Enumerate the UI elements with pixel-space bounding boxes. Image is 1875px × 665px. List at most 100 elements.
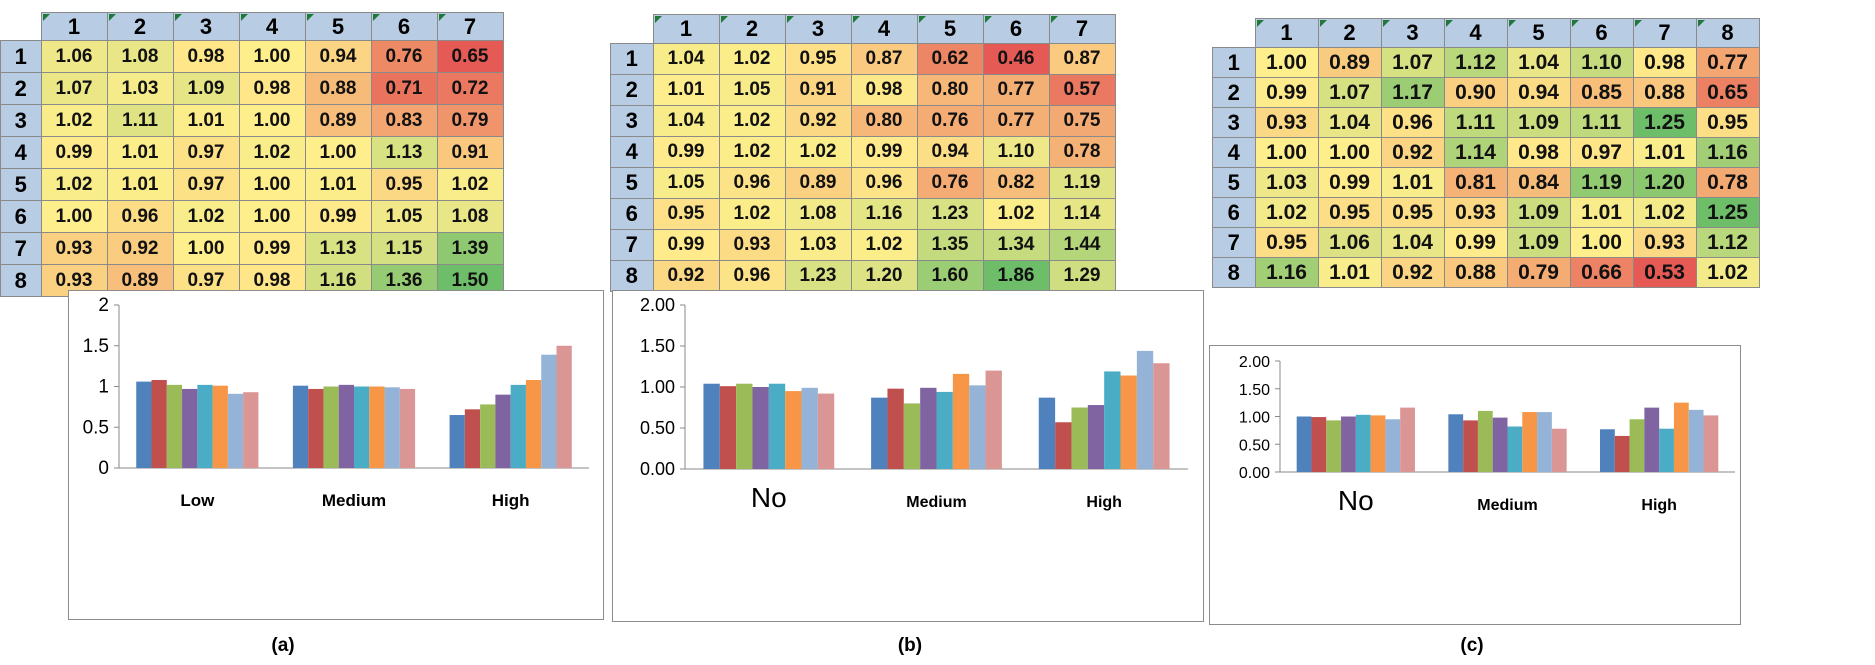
heatmap-cell[interactable]: 0.90 — [1443, 77, 1508, 108]
heatmap-cell[interactable]: 1.06 — [40, 40, 108, 73]
heatmap-cell[interactable]: 0.96 — [850, 167, 918, 199]
column-header-c-5[interactable]: 5 — [1506, 18, 1571, 48]
column-header-b-5[interactable]: 5 — [916, 14, 984, 44]
bar-c-high-5[interactable] — [1659, 428, 1674, 472]
heatmap-cell[interactable]: 1.00 — [238, 168, 306, 201]
bar-a-low-2[interactable] — [151, 379, 167, 468]
row-header-c-5[interactable]: 5 — [1212, 167, 1256, 198]
bar-c-medium-1[interactable] — [1448, 414, 1464, 472]
bar-c-medium-4[interactable] — [1492, 417, 1508, 472]
heatmap-cell[interactable]: 0.95 — [1317, 197, 1382, 228]
heatmap-cell[interactable]: 1.08 — [784, 198, 852, 230]
column-header-c-4[interactable]: 4 — [1443, 18, 1508, 48]
heatmap-cell[interactable]: 0.98 — [238, 72, 306, 105]
column-header-a-2[interactable]: 2 — [106, 12, 174, 41]
heatmap-cell[interactable]: 0.65 — [1695, 77, 1760, 108]
heatmap-cell[interactable]: 1.35 — [916, 229, 984, 261]
heatmap-cell[interactable]: 1.00 — [40, 200, 108, 233]
heatmap-cell[interactable]: 1.07 — [40, 72, 108, 105]
heatmap-cell[interactable]: 1.09 — [1506, 107, 1571, 138]
heatmap-cell[interactable]: 0.95 — [370, 168, 438, 201]
heatmap-cell[interactable]: 1.00 — [1569, 227, 1634, 258]
bar-c-no-5[interactable] — [1355, 414, 1371, 472]
bar-a-low-1[interactable] — [136, 381, 152, 468]
heatmap-cell[interactable]: 0.94 — [1506, 77, 1571, 108]
heatmap-cell[interactable]: 0.91 — [436, 136, 504, 169]
column-header-a-6[interactable]: 6 — [370, 12, 438, 41]
row-header-b-3[interactable]: 3 — [610, 105, 654, 137]
row-header-c-2[interactable]: 2 — [1212, 77, 1256, 108]
bar-c-no-6[interactable] — [1370, 415, 1386, 472]
bar-a-low-7[interactable] — [227, 393, 244, 468]
heatmap-cell[interactable]: 1.44 — [1048, 229, 1116, 261]
row-header-b-1[interactable]: 1 — [610, 43, 654, 75]
column-header-a-4[interactable]: 4 — [238, 12, 306, 41]
bar-a-low-3[interactable] — [166, 384, 183, 468]
heatmap-cell[interactable]: 0.57 — [1048, 74, 1116, 106]
column-header-b-7[interactable]: 7 — [1048, 14, 1116, 44]
bar-b-no-4[interactable] — [752, 387, 769, 469]
heatmap-cell[interactable]: 1.14 — [1443, 137, 1508, 168]
heatmap-cell[interactable]: 1.02 — [40, 168, 108, 201]
heatmap-cell[interactable]: 1.00 — [1254, 47, 1319, 78]
heatmap-cell[interactable]: 1.16 — [850, 198, 918, 230]
bar-a-medium-3[interactable] — [323, 386, 339, 469]
heatmap-cell[interactable]: 0.93 — [718, 229, 786, 261]
bar-b-medium-4[interactable] — [920, 387, 937, 469]
heatmap-cell[interactable]: 0.99 — [304, 200, 372, 233]
bar-c-high-2[interactable] — [1614, 435, 1630, 472]
bar-c-no-7[interactable] — [1385, 419, 1401, 472]
heatmap-cell[interactable]: 0.99 — [1317, 167, 1382, 198]
bar-b-medium-1[interactable] — [871, 397, 888, 469]
row-header-b-4[interactable]: 4 — [610, 136, 654, 168]
heatmap-cell[interactable]: 1.19 — [1048, 167, 1116, 199]
bar-b-no-5[interactable] — [768, 383, 786, 469]
heatmap-cell[interactable]: 0.79 — [1506, 257, 1571, 288]
row-header-a-3[interactable]: 3 — [0, 104, 42, 137]
bar-a-low-5[interactable] — [197, 384, 213, 468]
heatmap-cell[interactable]: 1.00 — [1254, 137, 1319, 168]
heatmap-cell[interactable]: 0.82 — [982, 167, 1050, 199]
heatmap-cell[interactable]: 0.84 — [1506, 167, 1571, 198]
heatmap-cell[interactable]: 1.00 — [238, 104, 306, 137]
heatmap-cell[interactable]: 1.02 — [784, 136, 852, 168]
bar-c-no-4[interactable] — [1341, 416, 1356, 473]
bar-a-low-8[interactable] — [243, 392, 259, 468]
heatmap-cell[interactable]: 0.93 — [1443, 197, 1508, 228]
heatmap-cell[interactable]: 1.01 — [106, 136, 174, 169]
heatmap-cell[interactable]: 1.39 — [436, 232, 504, 265]
heatmap-cell[interactable]: 1.10 — [982, 136, 1050, 168]
heatmap-cell[interactable]: 1.02 — [436, 168, 504, 201]
heatmap-cell[interactable]: 1.11 — [1569, 107, 1634, 138]
heatmap-cell[interactable]: 1.09 — [1506, 197, 1571, 228]
heatmap-cell[interactable]: 0.66 — [1569, 257, 1634, 288]
heatmap-cell[interactable]: 0.99 — [652, 229, 720, 261]
heatmap-cell[interactable]: 0.99 — [238, 232, 306, 265]
heatmap-cell[interactable]: 1.02 — [40, 104, 108, 137]
heatmap-cell[interactable]: 0.80 — [850, 105, 918, 137]
heatmap-cell[interactable]: 0.77 — [982, 74, 1050, 106]
heatmap-cell[interactable]: 0.99 — [652, 136, 720, 168]
bar-c-medium-3[interactable] — [1477, 410, 1493, 472]
heatmap-cell[interactable]: 1.29 — [1048, 260, 1116, 292]
bar-a-high-7[interactable] — [541, 354, 557, 468]
heatmap-cell[interactable]: 1.11 — [1443, 107, 1508, 138]
heatmap-cell[interactable]: 1.01 — [304, 168, 372, 201]
bar-c-high-4[interactable] — [1644, 407, 1660, 472]
heatmap-cell[interactable]: 0.95 — [1695, 107, 1760, 138]
bar-c-high-8[interactable] — [1703, 415, 1719, 472]
row-header-b-7[interactable]: 7 — [610, 229, 654, 261]
heatmap-cell[interactable]: 0.99 — [1443, 227, 1508, 258]
row-header-c-1[interactable]: 1 — [1212, 47, 1256, 78]
heatmap-cell[interactable]: 0.96 — [718, 167, 786, 199]
heatmap-cell[interactable]: 1.05 — [718, 74, 786, 106]
heatmap-cell[interactable]: 0.71 — [370, 72, 438, 105]
heatmap-cell[interactable]: 1.11 — [106, 104, 174, 137]
row-header-b-8[interactable]: 8 — [610, 260, 654, 292]
column-header-b-4[interactable]: 4 — [850, 14, 918, 44]
heatmap-cell[interactable]: 1.01 — [1380, 167, 1445, 198]
bar-b-medium-8[interactable] — [985, 370, 1002, 469]
heatmap-cell[interactable]: 0.80 — [916, 74, 984, 106]
bar-c-high-6[interactable] — [1673, 402, 1689, 472]
heatmap-cell[interactable]: 1.25 — [1695, 197, 1760, 228]
